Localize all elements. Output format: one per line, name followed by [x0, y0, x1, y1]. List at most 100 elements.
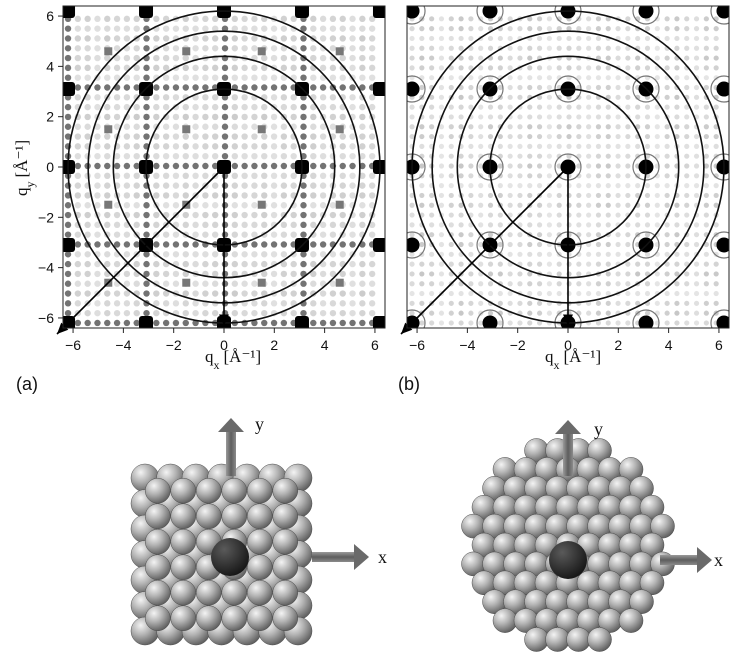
- bragg-spot: [407, 237, 420, 253]
- speckle: [133, 84, 140, 91]
- speckle: [615, 281, 621, 287]
- speckle: [625, 94, 631, 100]
- speckle: [654, 271, 660, 277]
- speckle: [182, 172, 189, 180]
- speckle: [625, 183, 631, 189]
- bragg-spot: [482, 6, 498, 19]
- speckle: [478, 104, 484, 110]
- speckle: [448, 133, 454, 140]
- speckle: [280, 270, 288, 278]
- speckle: [644, 104, 651, 110]
- speckle: [419, 133, 425, 140]
- speckle: [635, 290, 641, 297]
- speckle: [280, 123, 288, 130]
- speckle: [703, 202, 709, 208]
- speckle: [546, 143, 552, 149]
- speckle: [497, 192, 503, 199]
- speckle: [94, 260, 101, 268]
- speckle: [133, 25, 140, 32]
- speckle: [270, 54, 278, 62]
- speckle: [319, 231, 327, 238]
- speckle: [429, 133, 435, 140]
- speckle: [202, 94, 209, 101]
- speckle: [241, 202, 248, 209]
- speckle: [546, 114, 552, 120]
- speckle: [438, 26, 445, 32]
- speckle: [566, 261, 572, 267]
- speckle: [74, 270, 82, 278]
- speckle: [202, 290, 209, 297]
- speckle: [527, 143, 533, 149]
- speckle: [419, 271, 425, 277]
- speckle: [536, 320, 543, 326]
- speckle: [625, 192, 631, 199]
- speckle: [143, 113, 150, 121]
- speckle: [192, 25, 199, 32]
- speckle: [409, 261, 415, 267]
- speckle: [211, 162, 219, 170]
- speckle: [192, 74, 199, 81]
- speckle: [94, 162, 101, 170]
- speckle: [429, 320, 435, 326]
- speckle: [339, 319, 346, 327]
- speckle: [438, 16, 445, 22]
- speckle: [458, 65, 464, 71]
- speckle: [143, 290, 150, 297]
- speckle: [241, 280, 248, 287]
- bragg-halo: [632, 309, 660, 328]
- speckle: [625, 16, 631, 22]
- speckle: [270, 182, 278, 189]
- speckle: [339, 270, 346, 278]
- speckle: [429, 310, 435, 316]
- speckle: [487, 124, 494, 130]
- speckle: [329, 221, 337, 229]
- speckle: [693, 183, 700, 189]
- speckle: [507, 55, 513, 61]
- speckle: [507, 300, 513, 306]
- speckle: [143, 45, 150, 52]
- speckle: [507, 94, 513, 100]
- speckle: [409, 251, 415, 257]
- speckle: [438, 192, 445, 199]
- bragg-halo: [710, 75, 729, 103]
- speckle: [684, 26, 690, 32]
- speckle: [64, 202, 72, 209]
- speckle: [64, 123, 72, 130]
- speckle: [664, 173, 670, 179]
- speckle: [143, 211, 150, 219]
- speckle: [153, 211, 160, 219]
- speckle: [270, 152, 278, 160]
- speckle: [458, 26, 464, 32]
- speckle: [329, 231, 337, 238]
- speckle: [429, 202, 435, 208]
- speckle: [605, 84, 611, 91]
- speckle: [615, 251, 621, 257]
- speckle: [595, 26, 602, 32]
- speckle: [703, 261, 709, 267]
- speckle: [429, 94, 435, 100]
- speckle: [231, 74, 239, 81]
- speckle: [527, 222, 533, 228]
- speckle: [438, 94, 445, 100]
- speckle: [703, 281, 709, 287]
- speckle: [231, 192, 239, 199]
- atom: [196, 605, 222, 631]
- speckle: [595, 84, 602, 91]
- speckle: [684, 55, 690, 61]
- speckle: [74, 133, 82, 140]
- speckle: [507, 212, 513, 218]
- speckle: [319, 15, 327, 23]
- atom: [247, 580, 273, 606]
- speckle: [123, 172, 131, 180]
- speckle: [605, 75, 611, 81]
- speckle: [172, 319, 180, 327]
- speckle: [644, 143, 651, 149]
- speckle: [605, 320, 611, 326]
- speckle: [615, 55, 621, 61]
- center-atom: [549, 541, 587, 579]
- speckle: [280, 64, 288, 72]
- speckle: [644, 271, 651, 277]
- speckle: [251, 25, 258, 32]
- speckle: [497, 35, 503, 42]
- speckle: [429, 281, 435, 287]
